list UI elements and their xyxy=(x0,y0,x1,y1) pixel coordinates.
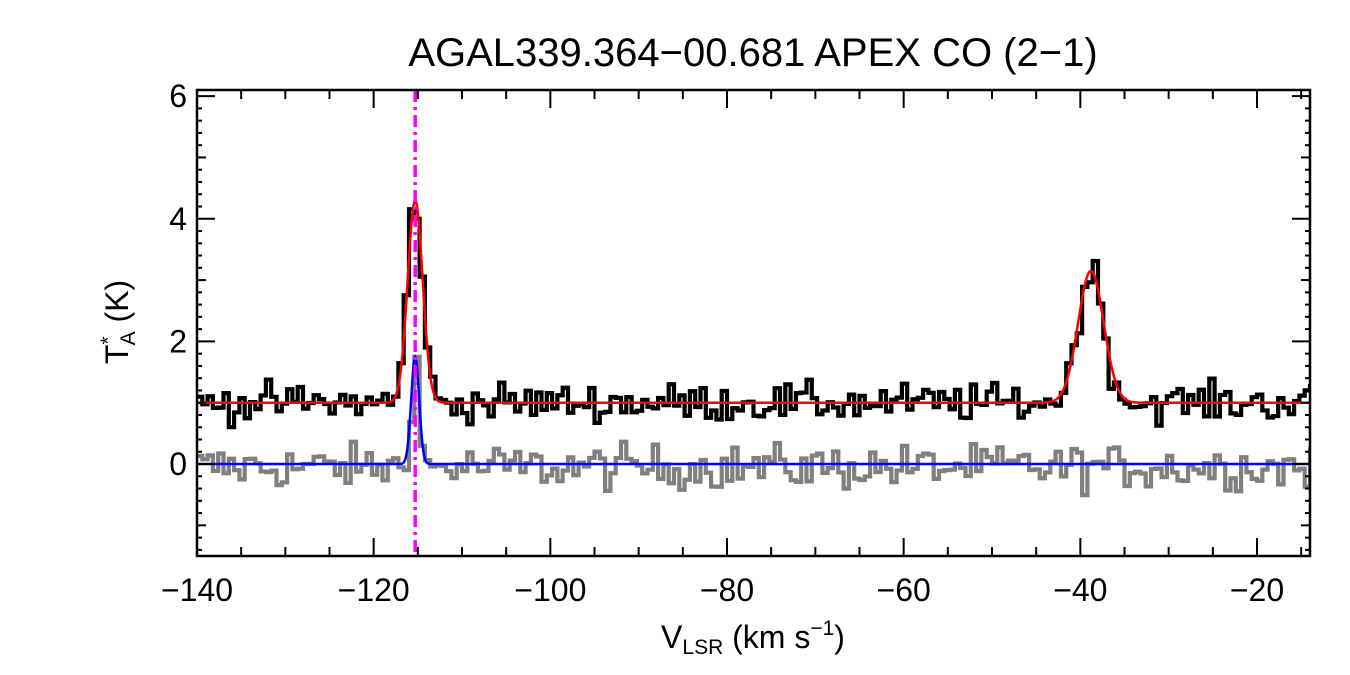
plot-area xyxy=(197,90,1310,556)
y-tick-label: 0 xyxy=(169,446,187,482)
x-tick-label: −20 xyxy=(1230,572,1284,608)
y-tick-label: 2 xyxy=(169,323,187,359)
series-narrow-component-fit xyxy=(197,354,1310,466)
series-total-fit xyxy=(197,198,1310,404)
x-tick-label: −80 xyxy=(700,572,754,608)
series-residual xyxy=(197,354,1310,498)
x-tick-label: −100 xyxy=(514,572,586,608)
y-axis-label: T*A (K) xyxy=(97,280,140,364)
axis-ticks xyxy=(196,90,1310,556)
y-tick-label: 4 xyxy=(169,201,187,237)
x-tick-label: −120 xyxy=(338,572,410,608)
x-tick-label: −40 xyxy=(1053,572,1107,608)
plot-frame xyxy=(195,88,1312,558)
x-tick-label: −60 xyxy=(877,572,931,608)
x-tick-label: −140 xyxy=(161,572,233,608)
axis-tick-labels: −140 −120 −100 −80 −60 −40 −20 0 2 4 6 xyxy=(161,78,1284,608)
chart-title: AGAL339.364−00.681 APEX CO (2−1) xyxy=(408,31,1097,75)
y-tick-label: 6 xyxy=(169,78,187,114)
series-observed-spectrum xyxy=(197,207,1310,430)
x-axis-label: VLSR (km s−1) xyxy=(661,617,845,659)
